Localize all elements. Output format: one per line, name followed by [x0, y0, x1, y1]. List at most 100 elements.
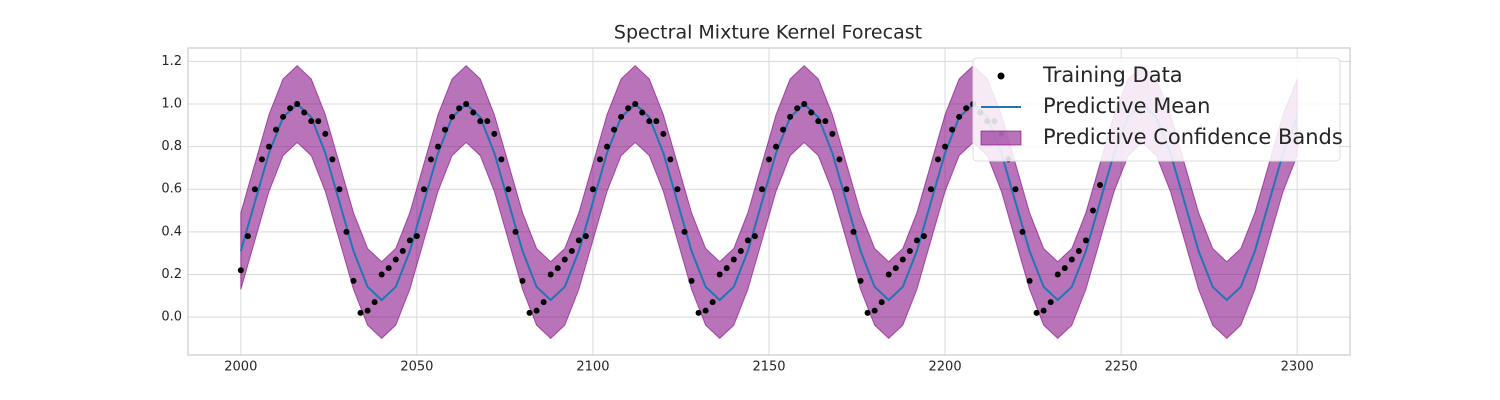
data-point — [829, 130, 836, 137]
y-tick-label: 0.2 — [161, 267, 182, 282]
data-point — [906, 248, 913, 255]
data-point — [942, 143, 949, 150]
data-point — [413, 233, 420, 240]
data-point — [808, 109, 815, 116]
data-point — [315, 118, 322, 125]
data-point — [892, 265, 899, 272]
y-tick-label: 1.2 — [161, 54, 182, 69]
data-point — [273, 126, 280, 133]
data-point — [526, 309, 533, 316]
data-point — [913, 237, 920, 244]
data-point — [491, 130, 498, 137]
data-point — [568, 248, 575, 255]
data-point — [949, 126, 956, 133]
data-point — [1068, 256, 1075, 263]
data-point — [1012, 186, 1019, 193]
data-point — [350, 277, 357, 284]
y-tick-label: 1.0 — [161, 97, 182, 112]
data-point — [660, 130, 667, 137]
data-point — [857, 277, 864, 284]
data-point — [322, 130, 329, 137]
legend-label: Training Data — [1042, 63, 1183, 87]
data-point — [364, 307, 371, 314]
x-tick-label: 2300 — [1281, 360, 1314, 375]
data-point — [688, 277, 695, 284]
x-tick-label: 2000 — [224, 360, 257, 375]
data-point — [294, 101, 301, 108]
data-point — [244, 233, 251, 240]
x-tick-label: 2150 — [752, 360, 785, 375]
data-point — [512, 228, 519, 235]
data-point — [773, 143, 780, 150]
y-tick-label: 0.6 — [161, 182, 182, 197]
data-point — [604, 143, 611, 150]
data-point — [533, 307, 540, 314]
data-point — [723, 265, 730, 272]
data-point — [794, 105, 801, 112]
data-point — [406, 237, 413, 244]
data-point — [815, 118, 822, 125]
data-point — [301, 109, 308, 116]
data-point — [456, 105, 463, 112]
data-point — [427, 156, 434, 163]
data-point — [1026, 277, 1033, 284]
data-point — [653, 118, 660, 125]
data-point — [632, 101, 639, 108]
data-point — [435, 143, 442, 150]
data-point — [399, 248, 406, 255]
data-point — [287, 105, 294, 112]
data-point — [237, 267, 244, 274]
y-tick-label: 0.8 — [161, 139, 182, 154]
data-point — [737, 248, 744, 255]
data-point — [449, 113, 456, 120]
data-point — [589, 186, 596, 193]
data-point — [1061, 265, 1068, 272]
data-point — [442, 126, 449, 133]
data-point — [1054, 271, 1061, 278]
data-point — [920, 233, 927, 240]
data-point — [681, 228, 688, 235]
data-point — [927, 186, 934, 193]
data-point — [357, 309, 364, 316]
data-point — [611, 126, 618, 133]
data-point — [716, 271, 723, 278]
y-tick-label: 0.4 — [161, 224, 182, 239]
data-point — [695, 309, 702, 316]
data-point — [878, 299, 885, 306]
data-point — [470, 109, 477, 116]
data-point — [822, 118, 829, 125]
plot-frame — [187, 47, 1351, 356]
chart-title: Spectral Mixture Kernel Forecast — [614, 22, 922, 44]
data-point — [766, 156, 772, 163]
legend-box — [972, 57, 1341, 162]
data-point — [378, 271, 385, 278]
data-point — [519, 277, 526, 284]
data-point — [1033, 309, 1040, 316]
data-point — [935, 156, 942, 163]
data-point — [850, 228, 857, 235]
data-point — [498, 156, 505, 163]
data-point — [561, 256, 568, 263]
data-point — [1089, 207, 1096, 214]
legend-label: Predictive Mean — [1043, 94, 1210, 118]
data-point — [1082, 237, 1089, 244]
data-point — [265, 143, 272, 150]
data-point — [639, 109, 646, 116]
data-point — [1019, 228, 1026, 235]
data-point — [744, 237, 751, 244]
data-point — [1047, 299, 1054, 306]
data-point — [505, 186, 512, 193]
data-point — [575, 237, 582, 244]
data-point — [371, 299, 378, 306]
data-point — [258, 156, 265, 163]
data-point — [336, 186, 343, 193]
data-point — [540, 299, 547, 306]
data-point — [554, 265, 561, 272]
data-point — [618, 113, 625, 120]
data-point — [885, 271, 892, 278]
data-point — [843, 186, 850, 193]
x-tick-label: 2100 — [576, 360, 609, 375]
data-point — [751, 233, 758, 240]
data-point — [1075, 248, 1082, 255]
